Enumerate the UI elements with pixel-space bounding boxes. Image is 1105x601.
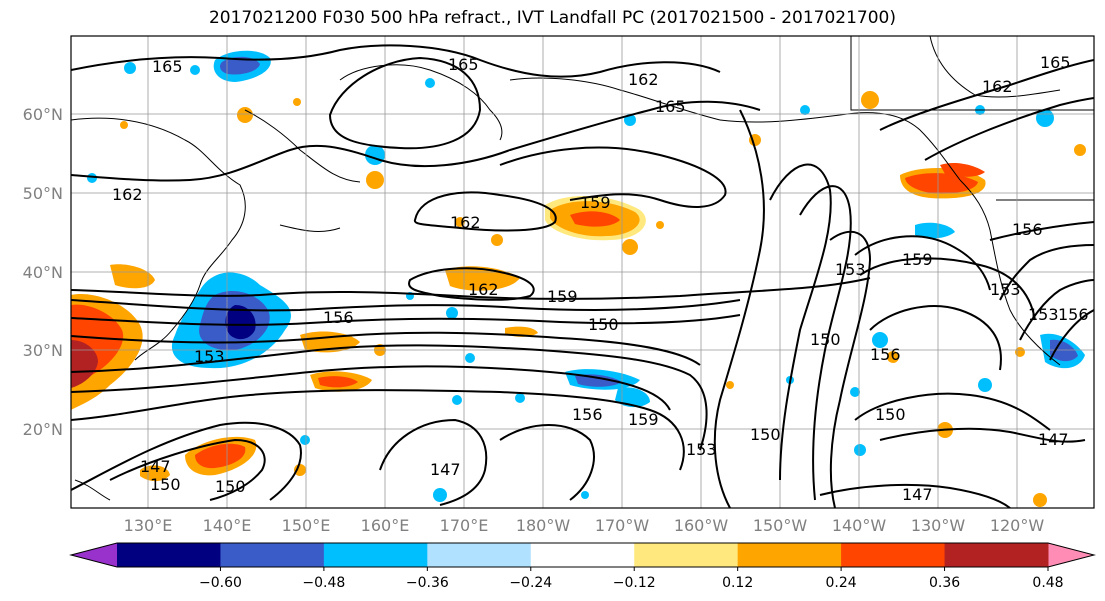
contour-label: 159 xyxy=(902,250,933,269)
contour-label: 147 xyxy=(902,485,933,504)
lat-tick-label: 50°N xyxy=(23,184,63,203)
lon-tick-label: 130°W xyxy=(911,516,966,535)
map-gridlines xyxy=(71,36,1094,508)
contour-label: 165 xyxy=(1040,53,1071,72)
contour-label: 165 xyxy=(448,55,479,74)
lon-tick-label: 150°E xyxy=(282,516,331,535)
contour-label: 159 xyxy=(580,193,611,212)
colorbar-cell xyxy=(117,543,221,567)
contour-label: 162 xyxy=(112,185,143,204)
lon-tick-label: 170°W xyxy=(595,516,650,535)
lat-tick-label: 30°N xyxy=(23,341,63,360)
lon-tick-label: 140°W xyxy=(832,516,887,535)
lon-tick-label: 170°E xyxy=(440,516,489,535)
contour-label: 162 xyxy=(628,70,659,89)
lat-tick-label: 40°N xyxy=(23,263,63,282)
colorbar-cell xyxy=(427,543,532,567)
lon-tick-label: 150°W xyxy=(753,516,808,535)
contour-label: 150 xyxy=(588,315,619,334)
contour-label: 147 xyxy=(140,457,171,476)
colorbar-outline xyxy=(69,542,1096,568)
contour-label: 156 xyxy=(1012,220,1043,239)
contour-label: 156 xyxy=(870,345,901,364)
contour-label: 150 xyxy=(150,475,181,494)
latitude-labels: 60°N 50°N 40°N 30°N 20°N xyxy=(23,105,63,439)
colorbar-tick-label: 0.48 xyxy=(1032,575,1063,591)
colorbar: −0.60 −0.48 −0.36 −0.24 −0.12 0.12 0.24 0.36 0.4… xyxy=(69,542,1096,591)
contour-label: 162 xyxy=(982,77,1013,96)
height-contours xyxy=(71,44,1094,508)
colorbar-cell xyxy=(220,543,325,567)
colorbar-tick-label: −0.24 xyxy=(509,575,552,591)
chart-title: 2017021200 F030 500 hPa refract., IVT La… xyxy=(208,8,896,28)
lat-tick-label: 60°N xyxy=(23,105,63,124)
contour-label: 159 xyxy=(628,410,659,429)
contour-labels: 165 165 162 165 162 165 162 159 162 162 … xyxy=(112,53,1089,504)
contour-label: 153 xyxy=(686,440,717,459)
colorbar-cell xyxy=(737,543,842,567)
contour-label: 150 xyxy=(750,425,781,444)
lon-tick-label: 140°E xyxy=(203,516,252,535)
colorbar-tick-label: −0.60 xyxy=(199,575,242,591)
contour-label: 156 xyxy=(323,308,354,327)
contour-label: 153 xyxy=(835,260,866,279)
plot-frame xyxy=(70,35,1095,509)
contour-label: 147 xyxy=(1038,430,1069,449)
colorbar-over-extend xyxy=(1048,543,1094,567)
lon-tick-label: 180°W xyxy=(516,516,571,535)
colorbar-tick-label: 0.36 xyxy=(929,575,960,591)
contour-label: 156 xyxy=(1058,305,1089,324)
contour-label: 159 xyxy=(547,287,578,306)
colorbar-cell xyxy=(530,543,635,567)
colorbar-cell xyxy=(323,543,428,567)
contour-label: 162 xyxy=(468,280,499,299)
longitude-labels: 130°E 140°E 150°E 160°E 170°E 180°W 170°… xyxy=(124,516,1045,535)
contour-label: 147 xyxy=(430,460,461,479)
lon-tick-label: 120°W xyxy=(990,516,1045,535)
colorbar-tick-label: 0.12 xyxy=(722,575,753,591)
colorbar-tick-label: 0.24 xyxy=(826,575,857,591)
colorbar-cell xyxy=(841,543,946,567)
contour-label: 150 xyxy=(215,477,246,496)
colorbar-cell xyxy=(944,543,1049,567)
colorbar-tick-label: −0.48 xyxy=(302,575,345,591)
contour-label: 153 xyxy=(194,347,225,366)
lon-tick-label: 130°E xyxy=(124,516,173,535)
colorbar-tick-label: −0.12 xyxy=(613,575,656,591)
lon-tick-label: 160°W xyxy=(674,516,729,535)
contour-label: 150 xyxy=(810,330,841,349)
lat-tick-label: 20°N xyxy=(23,420,63,439)
contour-label: 156 xyxy=(572,405,603,424)
colorbar-under-extend xyxy=(71,543,117,567)
contour-label: 153 xyxy=(990,280,1021,299)
contour-label: 162 xyxy=(450,213,481,232)
colorbar-tick-label: −0.36 xyxy=(406,575,449,591)
lon-tick-label: 160°E xyxy=(361,516,410,535)
contour-label: 165 xyxy=(152,57,183,76)
colorbar-cell xyxy=(634,543,739,567)
contour-label: 165 xyxy=(655,97,686,116)
contour-label: 153 xyxy=(1028,305,1059,324)
contour-label: 150 xyxy=(875,405,906,424)
